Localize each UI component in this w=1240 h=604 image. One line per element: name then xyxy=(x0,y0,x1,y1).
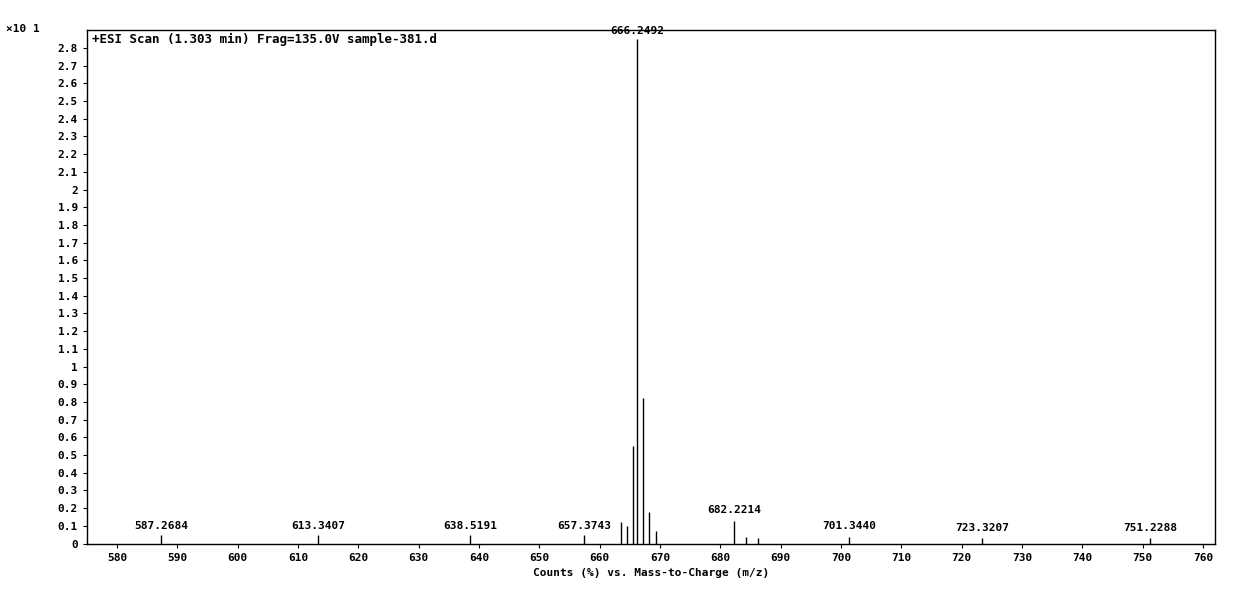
Text: +ESI Scan (1.303 min) Frag=135.0V sample-381.d: +ESI Scan (1.303 min) Frag=135.0V sample… xyxy=(93,33,438,46)
Text: 723.3207: 723.3207 xyxy=(955,523,1009,533)
Text: ×10 1: ×10 1 xyxy=(6,24,40,34)
Text: 682.2214: 682.2214 xyxy=(707,506,761,515)
Text: 587.2684: 587.2684 xyxy=(134,521,187,531)
Text: 657.3743: 657.3743 xyxy=(557,521,611,531)
Text: 613.3407: 613.3407 xyxy=(291,521,345,531)
X-axis label: Counts (%) vs. Mass-to-Charge (m/z): Counts (%) vs. Mass-to-Charge (m/z) xyxy=(533,568,769,578)
Text: 666.2492: 666.2492 xyxy=(610,25,665,36)
Text: 701.3440: 701.3440 xyxy=(822,521,877,531)
Text: 751.2288: 751.2288 xyxy=(1123,523,1177,533)
Text: 638.5191: 638.5191 xyxy=(443,521,497,531)
